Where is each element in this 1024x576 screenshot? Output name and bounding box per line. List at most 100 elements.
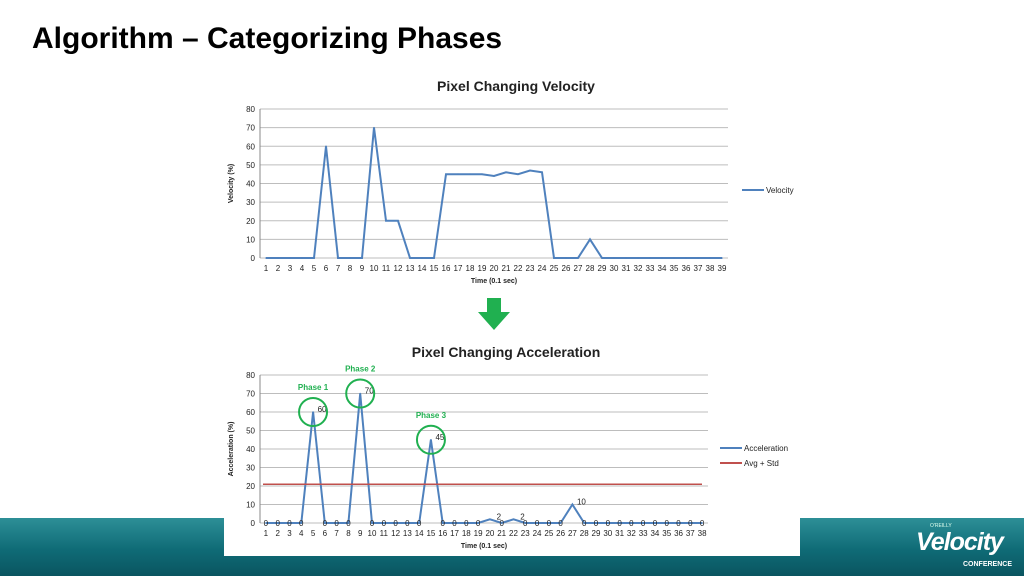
- acceleration-data-label: 0: [547, 519, 552, 528]
- logo-publisher: O'REILLY: [930, 523, 952, 529]
- acceleration-data-label: 0: [334, 519, 339, 528]
- velocity-data-point: [661, 257, 663, 259]
- acceleration-x-tick-label: 19: [474, 529, 483, 538]
- acceleration-x-tick-label: 12: [391, 529, 400, 538]
- velocity-x-tick-label: 37: [694, 264, 703, 273]
- velocity-x-tick-label: 3: [288, 264, 293, 273]
- velocity-x-tick-label: 24: [538, 264, 547, 273]
- velocity-data-point: [529, 169, 531, 172]
- velocity-data-point: [265, 257, 267, 259]
- velocity-x-tick-label: 21: [502, 264, 511, 273]
- velocity-x-tick-label: 8: [348, 264, 353, 273]
- velocity-x-tick-label: 22: [514, 264, 523, 273]
- acceleration-data-point: [300, 522, 303, 524]
- velocity-chart: Pixel Changing Velocity 0 10 20 30 40 50 60 70 80…: [224, 72, 800, 294]
- acceleration-data-label: 0: [405, 519, 410, 528]
- acceleration-data-label: 0: [653, 519, 658, 528]
- acceleration-phase-label: Phase 2: [345, 365, 376, 374]
- acceleration-data-point: [595, 522, 597, 524]
- velocity-data-point: [541, 171, 543, 174]
- acceleration-data-label: 0: [275, 519, 280, 528]
- acceleration-data-point: [524, 522, 527, 524]
- velocity-x-tick-label: 18: [466, 264, 475, 273]
- acceleration-data-point: [548, 522, 550, 524]
- velocity-data-point: [445, 173, 447, 175]
- velocity-x-tick-label: 15: [430, 264, 439, 273]
- acceleration-data-label: 0: [499, 519, 504, 528]
- acceleration-data-point: [701, 522, 703, 524]
- velocity-x-tick-label: 12: [394, 264, 403, 273]
- acceleration-x-tick-label: 25: [544, 529, 553, 538]
- acceleration-x-tick-label: 37: [686, 529, 695, 538]
- acceleration-y-tick-label: 0: [251, 519, 256, 528]
- velocity-data-point: [289, 257, 291, 259]
- velocity-x-tick-label: 20: [490, 264, 499, 273]
- acceleration-data-point: [441, 522, 444, 524]
- acceleration-x-tick-label: 26: [556, 529, 565, 538]
- velocity-x-tick-label: 19: [478, 264, 487, 273]
- acceleration-data-label: 10: [577, 498, 586, 507]
- acceleration-x-tick-label: 7: [334, 529, 339, 538]
- acceleration-data-label: 0: [264, 519, 269, 528]
- acceleration-phase-circle: [415, 424, 446, 455]
- acceleration-x-tick-label: 13: [403, 529, 412, 538]
- velocity-data-point: [337, 257, 339, 259]
- acceleration-data-label: 0: [676, 519, 681, 528]
- acceleration-x-tick-label: 15: [426, 529, 435, 538]
- acceleration-title: Pixel Changing Acceleration: [412, 344, 601, 360]
- acceleration-data-label: 2: [497, 512, 502, 521]
- logo-subtitle: CONFERENCE: [962, 561, 1012, 568]
- acceleration-x-tick-label: 34: [650, 529, 659, 538]
- acceleration-data-point: [606, 522, 609, 524]
- acceleration-data-label: 0: [641, 519, 646, 528]
- acceleration-data-point: [335, 522, 338, 524]
- velocity-y-axis-label: Velocity (%): [228, 164, 235, 203]
- acceleration-data-point: [265, 522, 267, 524]
- acceleration-y-tick-label: 20: [246, 482, 255, 491]
- velocity-data-point: [721, 257, 723, 259]
- velocity-data-point: [325, 145, 327, 148]
- acceleration-x-tick-label: 38: [698, 529, 707, 538]
- acceleration-data-label: 0: [523, 519, 528, 528]
- acceleration-data-point: [618, 522, 621, 524]
- velocity-title: Pixel Changing Velocity: [437, 78, 595, 94]
- velocity-data-point: [301, 257, 303, 259]
- velocity-x-tick-label: 34: [658, 264, 667, 273]
- acceleration-data-label: 0: [382, 519, 387, 528]
- velocity-y-tick-label: 70: [246, 124, 255, 133]
- acceleration-data-point: [665, 522, 668, 524]
- velocity-data-point: [673, 257, 675, 259]
- acceleration-data-point: [347, 522, 350, 524]
- acceleration-y-tick-label: 10: [246, 501, 255, 510]
- velocity-x-tick-label: 23: [526, 264, 535, 273]
- velocity-data-point: [553, 257, 555, 259]
- velocity-data-point: [469, 173, 471, 175]
- acceleration-data-label: 0: [594, 519, 599, 528]
- acceleration-data-point: [418, 522, 420, 524]
- acceleration-x-tick-label: 21: [497, 529, 506, 538]
- velocity-x-tick-label: 13: [406, 264, 415, 273]
- acceleration-phase-label: Phase 3: [416, 411, 447, 420]
- acceleration-data-label: 0: [287, 519, 292, 528]
- acceleration-x-tick-label: 35: [662, 529, 671, 538]
- acceleration-x-tick-label: 32: [627, 529, 636, 538]
- acceleration-legend-label: Acceleration: [744, 444, 788, 453]
- acceleration-legend-label: Avg + Std: [744, 459, 779, 468]
- velocity-x-tick-label: 6: [324, 264, 329, 273]
- acceleration-x-tick-label: 27: [568, 529, 577, 538]
- velocity-x-tick-label: 1: [264, 264, 269, 273]
- velocity-x-tick-label: 14: [418, 264, 427, 273]
- acceleration-x-tick-label: 2: [275, 529, 280, 538]
- velocity-x-tick-label: 31: [622, 264, 631, 273]
- velocity-data-point: [361, 257, 363, 259]
- velocity-y-tick-label: 0: [251, 254, 256, 263]
- acceleration-x-tick-label: 20: [485, 529, 494, 538]
- acceleration-x-axis-label: Time (0.1 sec): [461, 543, 507, 550]
- velocity-data-point: [685, 257, 687, 259]
- acceleration-x-tick-label: 33: [639, 529, 648, 538]
- velocity-data-point: [409, 257, 411, 259]
- acceleration-phase-circle: [298, 397, 329, 427]
- acceleration-data-point: [630, 522, 633, 524]
- acceleration-data-label: 70: [365, 387, 374, 396]
- velocity-legend-label: Velocity: [766, 186, 794, 195]
